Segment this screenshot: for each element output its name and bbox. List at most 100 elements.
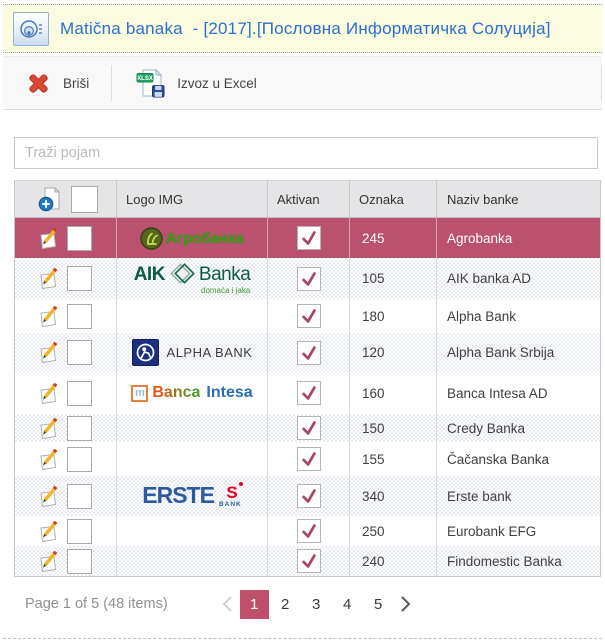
edit-row-icon[interactable]	[37, 550, 60, 573]
edit-row-icon[interactable]	[37, 417, 60, 440]
delete-button[interactable]: Briši	[3, 57, 111, 109]
edit-row-icon[interactable]	[37, 382, 60, 405]
bank-code: 245	[350, 218, 437, 258]
table-row[interactable]: AIK Banka domaća i jaka 105 AIK banka AD	[15, 258, 600, 299]
export-button-label: Izvoz u Excel	[177, 75, 257, 91]
alpha-bank-emblem-icon	[131, 339, 159, 366]
row-select-checkbox[interactable]	[67, 225, 92, 251]
bank-logo-cell	[117, 516, 268, 546]
page-button-5[interactable]: 5	[374, 595, 383, 613]
bank-name: Credy Banka	[447, 420, 526, 436]
table-row[interactable]: 155 Čačanska Banka	[15, 442, 600, 476]
checkmark-icon	[301, 524, 316, 538]
table-row[interactable]: 180 Alpha Bank	[15, 299, 600, 333]
bank-logo-cell	[117, 546, 268, 576]
toolbar-separator	[111, 65, 113, 101]
bank-code: 150	[350, 414, 437, 442]
page-title: Matična banaka - [2017].[Пословна Информ…	[60, 18, 551, 38]
active-checkbox[interactable]	[296, 416, 321, 440]
edit-row-icon[interactable]	[37, 520, 60, 543]
page-button-1[interactable]: 1	[239, 589, 269, 619]
table-row[interactable]: Агробанка 245 Agrobanka	[15, 218, 600, 258]
select-all-checkbox[interactable]	[71, 185, 98, 213]
row-select-checkbox[interactable]	[67, 303, 92, 329]
erste-bank-logo: ERSTE S BANK	[142, 482, 244, 508]
active-cell	[268, 218, 350, 258]
active-checkbox[interactable]	[296, 549, 321, 573]
add-row-icon[interactable]	[37, 186, 64, 213]
edit-row-icon[interactable]	[37, 485, 60, 508]
bank-code: 155	[350, 442, 437, 476]
column-header-naziv[interactable]: Naziv banke	[447, 191, 519, 207]
table-row[interactable]: 150 Credy Banka	[15, 414, 600, 442]
edit-row-icon[interactable]	[37, 305, 60, 328]
edit-row-icon[interactable]	[37, 227, 60, 250]
active-cell	[268, 442, 350, 476]
toolbar-separator	[601, 65, 602, 101]
active-checkbox[interactable]	[296, 226, 321, 250]
table-row[interactable]: 250 Eurobank EFG	[15, 516, 600, 546]
row-select-checkbox[interactable]	[67, 415, 92, 441]
app-icon	[13, 11, 49, 46]
delete-button-label: Briši	[63, 75, 90, 91]
active-cell	[268, 258, 350, 299]
bank-logo-cell: Агробанка	[117, 218, 268, 258]
aik-banka-logo: AIK Banka domaća i jaka	[133, 263, 251, 295]
row-select-checkbox[interactable]	[67, 446, 92, 472]
row-tools-cell	[15, 299, 117, 333]
grid-header: Logo IMG Aktivan Oznaka Naziv banke	[15, 181, 600, 218]
bank-logo-cell	[117, 414, 268, 442]
active-checkbox[interactable]	[296, 381, 321, 405]
row-select-checkbox[interactable]	[67, 266, 92, 291]
agrobanka-logo: Агробанка	[140, 226, 244, 250]
active-checkbox[interactable]	[296, 304, 321, 328]
column-header-aktivan[interactable]: Aktivan	[268, 181, 350, 217]
titlebar: Matična banaka - [2017].[Пословна Информ…	[3, 4, 602, 53]
search-input[interactable]	[14, 137, 598, 169]
bank-logo-cell	[117, 299, 268, 333]
alpha-bank-logo: ALPHA BANK	[131, 339, 253, 366]
page-button-4[interactable]: 4	[343, 595, 352, 613]
bank-name: Eurobank EFG	[447, 523, 537, 539]
table-row[interactable]: m Banca Intesa 160 Banca Intesa AD	[15, 372, 600, 414]
banca-intesa-badge-icon: m	[131, 384, 149, 402]
export-excel-button[interactable]: XLSX Izvoz u Excel	[112, 57, 279, 109]
banca-intesa-logo: m Banca Intesa	[131, 384, 253, 402]
page-button-2[interactable]: 2	[281, 595, 290, 613]
bank-logo-cell	[117, 442, 268, 476]
checkmark-icon	[301, 554, 316, 568]
bank-name: Čačanska Banka	[447, 451, 550, 467]
table-row[interactable]: ALPHA BANK 120 Alpha Bank Srbija	[15, 333, 600, 372]
edit-row-icon[interactable]	[37, 267, 60, 290]
prev-page-icon[interactable]	[216, 595, 239, 613]
table-row[interactable]: ERSTE S BANK 340 Erste bank	[15, 476, 600, 516]
active-checkbox[interactable]	[296, 447, 321, 471]
active-cell	[268, 546, 350, 576]
row-select-checkbox[interactable]	[67, 518, 92, 544]
row-tools-cell	[15, 333, 117, 372]
bank-code: 105	[350, 258, 437, 299]
page-button-3[interactable]: 3	[312, 595, 321, 613]
row-select-checkbox[interactable]	[67, 340, 92, 365]
active-checkbox[interactable]	[296, 519, 321, 543]
active-checkbox[interactable]	[296, 266, 321, 291]
toolbar: Briši XLSX Izvoz u Excel	[3, 56, 602, 110]
row-select-checkbox[interactable]	[67, 483, 92, 509]
active-checkbox[interactable]	[296, 340, 321, 365]
column-header-oznaka[interactable]: Oznaka	[350, 181, 437, 217]
bank-code: 120	[350, 333, 437, 372]
column-header-logo[interactable]: Logo IMG	[117, 181, 268, 217]
bank-name: Findomestic Banka	[447, 553, 562, 569]
edit-row-icon[interactable]	[37, 448, 60, 471]
row-select-checkbox[interactable]	[67, 380, 92, 406]
row-tools-cell	[15, 442, 117, 476]
row-tools-cell	[15, 546, 117, 576]
header-select-cell	[15, 181, 117, 217]
next-page-icon[interactable]	[394, 595, 417, 613]
active-checkbox[interactable]	[296, 484, 321, 508]
row-select-checkbox[interactable]	[67, 548, 92, 574]
table-row[interactable]: 240 Findomestic Banka	[15, 546, 600, 576]
edit-row-icon[interactable]	[37, 341, 60, 364]
aik-diamond-icon	[170, 263, 195, 284]
